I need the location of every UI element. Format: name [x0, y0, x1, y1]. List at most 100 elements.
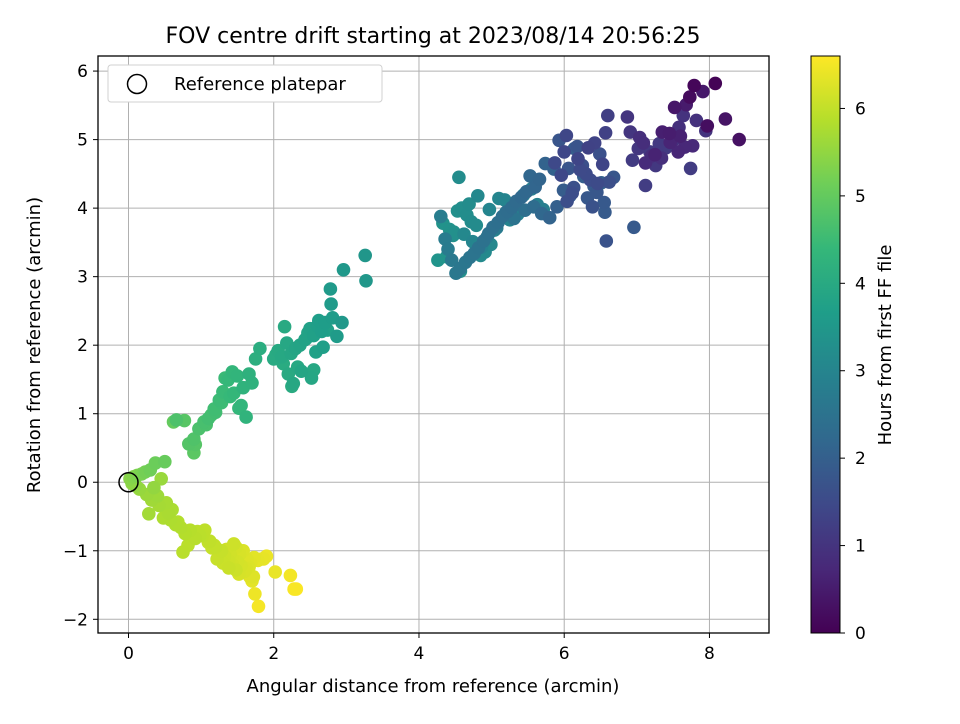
- data-point: [673, 129, 688, 143]
- data-point: [438, 232, 452, 246]
- data-point: [638, 156, 653, 170]
- data-point: [683, 161, 698, 176]
- data-point: [602, 175, 616, 189]
- data-point: [169, 413, 184, 427]
- data-point: [242, 367, 256, 381]
- legend-reference-marker-icon: [126, 73, 148, 95]
- data-point: [248, 352, 263, 366]
- y-axis-label: Rotation from reference (arcmin): [24, 197, 45, 493]
- x-tick-label: 8: [704, 644, 715, 664]
- colorbar-ticks: 0 1 2 3 4 5 6: [840, 99, 866, 644]
- data-point: [671, 145, 685, 159]
- y-tick-label: 6: [77, 62, 88, 82]
- data-point: [158, 454, 172, 469]
- data-point: [227, 537, 241, 551]
- data-point: [700, 119, 715, 133]
- data-point: [441, 242, 455, 256]
- data-point: [532, 172, 547, 187]
- data-point: [708, 76, 723, 91]
- y-tick-label: 2: [77, 336, 88, 356]
- data-point: [570, 139, 585, 154]
- data-point: [636, 136, 651, 150]
- data-point: [336, 263, 351, 277]
- data-point: [239, 410, 253, 424]
- reference-platepar-marker: [118, 471, 139, 493]
- data-point: [687, 78, 701, 93]
- colorbar-tick-label: 4: [855, 274, 866, 294]
- colorbar: 0 1 2 3 4 5 6 Hours from first FF file: [810, 55, 896, 644]
- data-point: [597, 195, 611, 210]
- data-point: [590, 176, 605, 191]
- x-tick-label: 0: [123, 644, 134, 664]
- data-point: [323, 282, 338, 296]
- data-point: [359, 274, 373, 288]
- data-point: [462, 197, 476, 211]
- data-point: [548, 156, 562, 170]
- data-point: [444, 253, 459, 267]
- data-point: [559, 128, 574, 143]
- data-point: [287, 582, 301, 596]
- data-point: [601, 108, 615, 123]
- data-point: [638, 178, 653, 193]
- x-tick-label: 6: [559, 644, 570, 664]
- data-point: [358, 248, 373, 263]
- data-point: [550, 200, 564, 214]
- colorbar-tick-label: 2: [855, 449, 866, 469]
- data-point: [732, 132, 746, 147]
- data-point: [683, 90, 697, 104]
- data-point: [662, 126, 677, 141]
- data-point: [142, 507, 156, 521]
- data-point: [557, 145, 571, 159]
- data-point: [335, 315, 349, 330]
- colorbar-gradient: [810, 55, 841, 634]
- data-point: [286, 376, 301, 391]
- data-point: [595, 157, 610, 172]
- data-point: [652, 136, 667, 151]
- colorbar-tick-label: 5: [855, 187, 866, 207]
- data-point: [469, 218, 484, 233]
- data-point: [176, 545, 190, 559]
- data-point: [573, 163, 587, 177]
- data-point: [330, 329, 344, 344]
- data-point: [324, 297, 338, 311]
- colorbar-tick-label: 0: [855, 624, 866, 644]
- data-point: [234, 398, 248, 413]
- legend-box: [107, 64, 383, 103]
- y-tick-label: 1: [77, 405, 88, 425]
- data-point: [253, 341, 267, 356]
- data-point: [221, 561, 236, 575]
- data-point: [268, 565, 283, 579]
- data-point: [161, 506, 176, 520]
- data-point: [542, 210, 557, 225]
- data-point: [554, 168, 569, 182]
- data-point: [482, 202, 497, 217]
- data-point: [593, 147, 607, 161]
- data-point: [304, 371, 319, 385]
- colorbar-tick-label: 6: [855, 99, 866, 119]
- colorbar-tick-label: 3: [855, 362, 866, 382]
- data-point: [648, 147, 662, 162]
- data-point: [230, 369, 245, 383]
- data-point: [251, 599, 266, 614]
- legend: Reference platepar: [107, 64, 383, 103]
- x-tick-label: 4: [414, 644, 425, 664]
- data-point: [316, 340, 330, 355]
- data-point: [283, 568, 298, 583]
- data-point: [277, 319, 292, 334]
- data-point: [676, 108, 691, 123]
- data-point: [581, 141, 595, 155]
- data-point: [565, 186, 579, 200]
- y-tick-label: 4: [77, 199, 88, 219]
- data-point: [147, 480, 161, 495]
- data-point: [585, 200, 600, 214]
- y-tick-label: −2: [63, 610, 88, 630]
- data-point: [599, 234, 614, 248]
- data-point: [187, 432, 201, 446]
- data-point: [434, 209, 448, 224]
- x-axis-ticks: 0 2 4 6 8: [123, 633, 715, 664]
- data-point: [689, 113, 704, 128]
- colorbar-tick-label: 1: [855, 537, 866, 557]
- y-tick-label: 0: [77, 473, 88, 493]
- data-point: [718, 112, 733, 126]
